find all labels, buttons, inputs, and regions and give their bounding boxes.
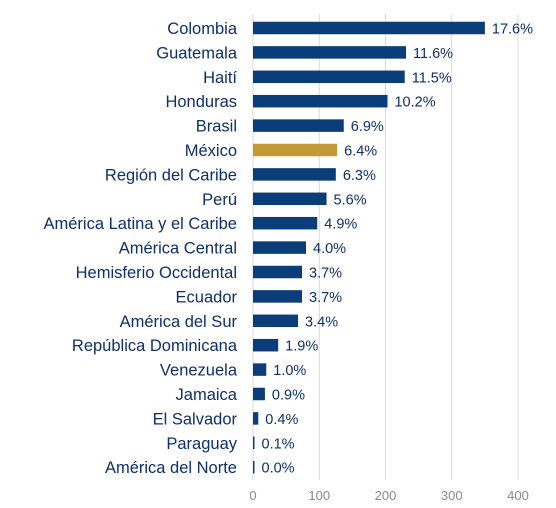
- category-label: América del Norte: [105, 459, 237, 477]
- bar: [253, 46, 407, 59]
- bar: [253, 412, 259, 425]
- data-label: 4.0%: [313, 241, 346, 257]
- bar: [253, 192, 327, 206]
- category-label: América Latina y el Caribe: [43, 215, 237, 233]
- data-label: 6.4%: [344, 144, 377, 160]
- bar: [253, 314, 299, 328]
- category-label: Perú: [202, 191, 237, 209]
- x-tick-label: 0: [249, 488, 256, 503]
- category-label: Ecuador: [176, 288, 238, 306]
- x-tick-labels: 0 100 200 300 400: [249, 488, 528, 503]
- bar: [253, 338, 279, 352]
- category-label: Región del Caribe: [105, 166, 237, 184]
- category-label: Haití: [203, 69, 237, 87]
- data-labels: 17.6% 11.6% 11.5% 10.2% 6.9% 6.4% 6.3% 5.6% 4.9%…: [262, 22, 534, 477]
- category-label: República Dominicana: [72, 337, 238, 355]
- category-label: Brasil: [196, 118, 237, 136]
- category-label: México: [185, 142, 237, 160]
- category-label: Venezuela: [160, 362, 238, 380]
- bar: [253, 265, 303, 279]
- category-label: El Salvador: [153, 410, 238, 428]
- category-label: Paraguay: [166, 435, 237, 453]
- data-label: 17.6%: [492, 22, 533, 38]
- bar: [253, 216, 318, 230]
- bar: [253, 70, 405, 84]
- x-tick-label: 100: [308, 488, 330, 503]
- data-label: 10.2%: [394, 95, 435, 111]
- gridlines: [252, 14, 519, 480]
- bar: [253, 363, 267, 376]
- category-label: Guatemala: [156, 44, 238, 62]
- bar: [253, 290, 303, 303]
- data-label: 0.1%: [262, 436, 295, 452]
- x-tick-label: 300: [441, 488, 463, 503]
- data-label: 11.6%: [413, 46, 453, 62]
- category-label: América del Sur: [120, 313, 238, 331]
- data-label: 6.3%: [343, 168, 376, 184]
- data-label: 4.9%: [324, 217, 357, 233]
- bar: [253, 94, 388, 108]
- data-label: 3.7%: [309, 266, 342, 282]
- bar: [253, 241, 306, 254]
- data-label: 1.9%: [285, 339, 318, 355]
- category-label: Honduras: [165, 93, 237, 111]
- data-label: 5.6%: [334, 192, 367, 208]
- category-label: Colombia: [167, 20, 238, 38]
- data-label: 3.7%: [309, 290, 342, 306]
- data-label: 0.9%: [272, 388, 305, 404]
- category-label: Jamaica: [176, 386, 238, 404]
- bar: [253, 168, 336, 181]
- data-label: 3.4%: [305, 314, 338, 330]
- bar: [253, 21, 485, 35]
- data-label: 11.5%: [412, 70, 452, 86]
- bar: [253, 436, 255, 450]
- category-label: Hemisferio Occidental: [76, 264, 237, 282]
- bar: [253, 143, 338, 157]
- data-label: 0.0%: [262, 461, 295, 477]
- category-labels: Colombia Guatemala Haití Honduras Brasil Méxi…: [43, 20, 237, 477]
- bar: [253, 119, 344, 132]
- bars: [253, 21, 485, 474]
- bar: [253, 387, 265, 401]
- data-label: 0.4%: [265, 412, 298, 428]
- bar: [253, 460, 255, 474]
- category-label: América Central: [119, 240, 237, 258]
- data-label: 6.9%: [351, 119, 384, 135]
- x-tick-label: 200: [375, 488, 397, 503]
- data-label: 1.0%: [273, 363, 306, 379]
- x-tick-label: 400: [507, 488, 529, 503]
